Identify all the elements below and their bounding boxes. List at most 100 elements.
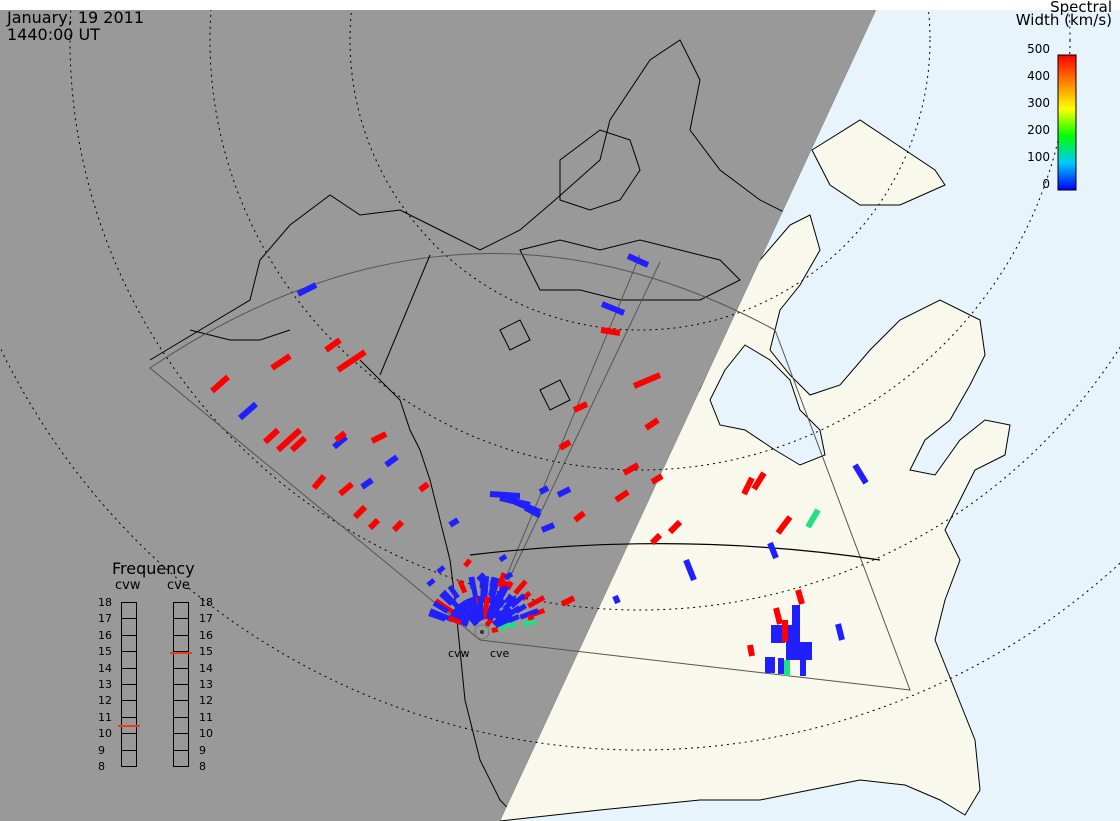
echo-cell: [238, 401, 258, 421]
frequency-cell-left: [121, 684, 137, 702]
frequency-tick-left: 9: [98, 743, 105, 757]
frequency-cell-left: [121, 700, 137, 718]
echo-cell: [767, 541, 779, 560]
echo-cell: [650, 473, 664, 485]
echo-cell: [600, 301, 626, 316]
frequency-radar-left: cvw: [115, 578, 141, 593]
echo-cell: [434, 598, 457, 616]
echo-cell: [805, 508, 821, 529]
echo-cell: [391, 519, 405, 533]
echo-cell: [573, 510, 586, 523]
echo-cell: [556, 486, 572, 498]
echo-cell: [463, 558, 472, 568]
frequency-cell-left: [121, 618, 137, 636]
frequency-marker-right: [170, 651, 192, 654]
colorbar-tick: 500: [1027, 42, 1050, 56]
echo-cell: [447, 615, 462, 626]
echo-cell: [492, 615, 504, 627]
echo-cell: [480, 575, 486, 597]
echo-cell: [782, 620, 788, 642]
echo-cell: [491, 627, 499, 633]
echo-cell: [644, 417, 660, 431]
echo-cell: [494, 615, 514, 628]
backscatter-echoes: [210, 253, 869, 676]
echo-cell: [311, 474, 327, 490]
echo-cell: [324, 337, 342, 353]
frequency-marker-left: [118, 725, 140, 728]
echo-cell: [786, 642, 812, 660]
colorbar-tick: 0: [1042, 177, 1050, 191]
frequency-cell-right: [173, 700, 189, 718]
echo-cell: [262, 427, 281, 445]
echo-cell: [457, 602, 479, 627]
frequency-tick-left: 10: [98, 727, 112, 741]
echo-cell: [649, 532, 663, 546]
echo-cell: [486, 608, 494, 618]
echo-cell: [509, 593, 526, 609]
echo-cell: [771, 625, 785, 643]
frequency-tick-right: 10: [199, 727, 213, 741]
frequency-cell-left: [121, 667, 137, 685]
frequency-cell-left: [121, 602, 137, 620]
frequency-cell-right: [173, 749, 189, 767]
echo-cell: [451, 609, 464, 621]
echo-cell: [436, 565, 446, 574]
colorbar-tick: 200: [1027, 123, 1050, 137]
frequency-cell-left: [121, 749, 137, 767]
echo-cell: [792, 605, 800, 625]
echo-cell: [538, 485, 550, 495]
echo-cell: [527, 614, 535, 621]
echo-cell: [523, 505, 542, 519]
echo-cell: [384, 454, 399, 468]
frequency-cell-left: [121, 651, 137, 669]
echo-cell: [447, 584, 460, 600]
echo-cell: [852, 463, 869, 485]
echo-cell: [469, 576, 479, 599]
echo-cell: [489, 491, 521, 499]
echo-cell: [572, 401, 589, 413]
echo-cell: [488, 576, 498, 597]
echo-cell: [367, 517, 381, 531]
echo-cell: [612, 594, 621, 605]
frequency-tick-left: 11: [98, 710, 112, 724]
echo-cell: [210, 374, 230, 394]
frequency-tick-right: 12: [199, 694, 213, 708]
colorbar-gradient: [1057, 54, 1077, 191]
frequency-tick-right: 8: [199, 760, 206, 773]
echo-cell: [448, 517, 460, 528]
echo-cell: [418, 481, 430, 493]
echo-cell: [741, 476, 755, 496]
echo-cell: [626, 253, 650, 268]
frequency-title: Frequency: [112, 559, 195, 578]
frequency-cell-right: [173, 733, 189, 751]
frequency-tick-left: 18: [98, 596, 112, 609]
echo-cell: [497, 585, 510, 601]
terminator-line: [499, 10, 877, 821]
frequency-tick-right: 13: [199, 678, 213, 691]
echo-cell: [492, 590, 503, 606]
frequency-cell-right: [173, 716, 189, 735]
echo-cell: [778, 658, 784, 674]
frequency-tick-left: 13: [98, 678, 112, 691]
frequency-cell-right: [173, 634, 189, 653]
echo-cell: [332, 434, 348, 450]
echo-cell: [352, 504, 368, 520]
colorbar-tick: 300: [1027, 96, 1050, 110]
frequency-cell-right: [173, 602, 189, 620]
site-label-left: cvw: [448, 647, 470, 660]
latitude-grid: [0, 10, 1120, 751]
echo-cell: [784, 660, 790, 676]
frequency-cell-right: [173, 667, 189, 685]
echo-cell: [513, 579, 528, 595]
echo-cell: [667, 519, 683, 535]
time-label: 1440:00 UT: [7, 25, 101, 44]
echo-cell: [457, 579, 468, 594]
echo-cell: [683, 558, 697, 582]
colorbar-tick: 100: [1027, 150, 1050, 164]
echo-cell: [470, 596, 482, 622]
frequency-tick-right: 18: [199, 596, 213, 609]
echo-cell: [496, 572, 507, 587]
frequency-tick-right: 9: [199, 743, 206, 757]
border-line: [379, 254, 431, 376]
echo-cell: [270, 353, 292, 371]
